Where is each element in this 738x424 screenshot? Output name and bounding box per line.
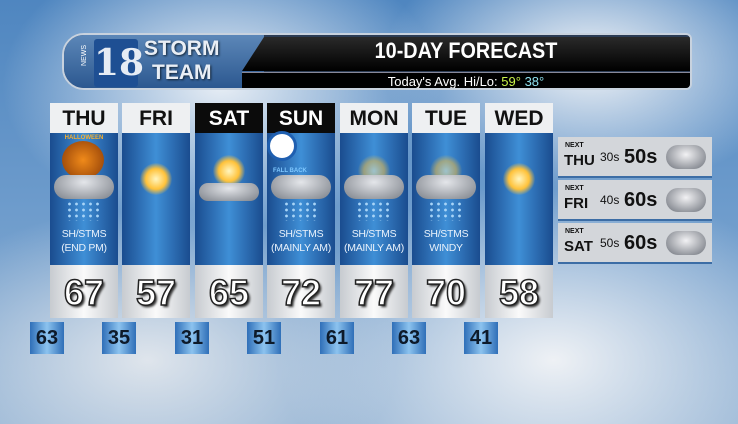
weather-panel: SH/STMS (MAINLY AM) <box>340 133 408 265</box>
day-label: SAT <box>195 103 263 133</box>
weather-panel <box>122 133 190 265</box>
high-temp: 70 <box>412 265 480 318</box>
condition-line1: SH/STMS <box>61 228 107 240</box>
outlook-high: 60s <box>624 189 658 211</box>
rain-icon <box>428 201 464 221</box>
rain-icon <box>356 201 392 221</box>
condition-line2: (MAINLY AM) <box>271 242 331 254</box>
logo-team: TEAM <box>152 61 212 84</box>
next-label: NEXT <box>565 185 584 192</box>
condition-text: SH/STMS (END PM) <box>50 227 118 255</box>
condition-text: SH/STMS (MAINLY AM) <box>267 227 335 255</box>
day-label: SUN <box>267 103 335 133</box>
avg-high: 59° <box>501 74 521 89</box>
fall-back-badge: FALL BACK <box>273 168 307 174</box>
cloud-icon <box>199 183 259 201</box>
logo-news: NEWS <box>81 45 88 66</box>
forecast-header: 18 NEWS STORM TEAM 10-DAY FORECAST Today… <box>62 33 692 90</box>
title-bar <box>242 37 690 71</box>
day-column: TUE SH/STMS WINDY 70 <box>412 103 480 318</box>
high-temp: 65 <box>195 265 263 318</box>
low-temp: 31 <box>175 322 209 354</box>
day-column: SUN FALL BACK SH/STMS (MAINLY AM) 72 <box>267 103 335 318</box>
condition-line2: (END PM) <box>61 242 107 254</box>
condition-line1: SH/STMS <box>351 228 397 240</box>
page-title: 10-DAY FORECAST <box>374 38 558 63</box>
rain-icon <box>666 231 706 255</box>
outlook-day: THU <box>564 152 595 169</box>
partly-cloudy-icon <box>666 145 706 169</box>
day-column: THU HALLOWEEN SH/STMS (END PM) 67 <box>50 103 118 318</box>
day-label: WED <box>485 103 553 133</box>
rain-icon <box>283 201 319 221</box>
outlook-day: SAT <box>564 238 593 255</box>
low-temp: 61 <box>320 322 354 354</box>
outlook-day: FRI <box>564 195 589 212</box>
avg-label: Today's Avg. Hi/Lo: <box>387 74 498 89</box>
day-column: WED 58 <box>485 103 553 318</box>
cloud-icon <box>416 175 476 199</box>
weather-panel <box>195 133 263 265</box>
outlook-low: 50s <box>600 236 620 250</box>
low-temp: 51 <box>247 322 281 354</box>
outlook-low: 30s <box>600 150 620 164</box>
avg-low: 38° <box>524 74 545 89</box>
high-temp: 58 <box>485 265 553 318</box>
logo-number: 18 <box>94 39 144 87</box>
next-label: NEXT <box>565 142 584 149</box>
jack-o-lantern-icon <box>62 141 104 179</box>
weather-panel: SH/STMS WINDY <box>412 133 480 265</box>
sun-icon <box>140 163 172 195</box>
extended-outlook-row: NEXT THU 30s 50s <box>558 137 712 178</box>
rain-icon <box>66 201 102 221</box>
news18-storm-team-logo: 18 NEWS STORM TEAM <box>64 35 264 88</box>
cloud-icon <box>54 175 114 199</box>
day-column: SAT 65 <box>195 103 263 318</box>
outlook-high: 50s <box>624 146 658 168</box>
high-temp: 72 <box>267 265 335 318</box>
condition-text: SH/STMS WINDY <box>412 227 480 255</box>
cloud-icon <box>344 175 404 199</box>
low-temp: 63 <box>392 322 426 354</box>
extended-outlook-row: NEXT SAT 50s 60s <box>558 223 712 264</box>
weather-panel: HALLOWEEN SH/STMS (END PM) <box>50 133 118 265</box>
outlook-high: 60s <box>624 232 658 254</box>
low-temp: 63 <box>30 322 64 354</box>
condition-line2: WINDY <box>429 242 463 254</box>
outlook-low: 40s <box>600 193 620 207</box>
day-label: THU <box>50 103 118 133</box>
day-label: MON <box>340 103 408 133</box>
next-label: NEXT <box>565 228 584 235</box>
low-temp: 35 <box>102 322 136 354</box>
high-temp: 57 <box>122 265 190 318</box>
weather-panel <box>485 133 553 265</box>
high-temp: 77 <box>340 265 408 318</box>
cloud-icon <box>271 175 331 199</box>
day-column: FRI 57 <box>122 103 190 318</box>
condition-line2: (MAINLY AM) <box>344 242 404 254</box>
low-temp: 41 <box>464 322 498 354</box>
condition-line1: SH/STMS <box>278 228 324 240</box>
logo-storm: STORM <box>144 37 220 60</box>
halloween-badge: HALLOWEEN <box>64 135 104 141</box>
sun-icon <box>213 155 245 187</box>
alarm-clock-icon <box>267 131 297 161</box>
high-temp: 67 <box>50 265 118 318</box>
day-column: MON SH/STMS (MAINLY AM) 77 <box>340 103 408 318</box>
weather-panel: FALL BACK SH/STMS (MAINLY AM) <box>267 131 335 265</box>
sun-icon <box>503 163 535 195</box>
day-label: FRI <box>122 103 190 133</box>
day-label: TUE <box>412 103 480 133</box>
condition-line1: SH/STMS <box>423 228 469 240</box>
average-hi-lo: Today's Avg. Hi/Lo: 59° 38° <box>242 72 690 89</box>
rain-icon <box>666 188 706 212</box>
extended-outlook-row: NEXT FRI 40s 60s <box>558 180 712 221</box>
condition-text: SH/STMS (MAINLY AM) <box>340 227 408 255</box>
